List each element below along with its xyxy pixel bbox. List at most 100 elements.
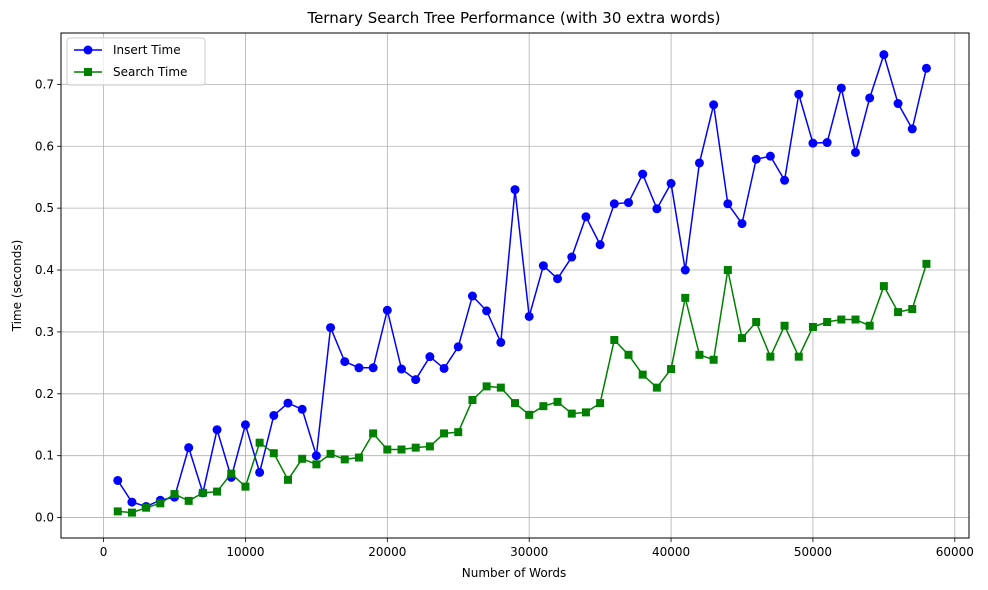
data-point — [538, 261, 548, 271]
data-point — [510, 185, 520, 195]
y-tick-label: 0.0 — [35, 511, 54, 525]
data-point — [326, 323, 336, 333]
series-line — [117, 263, 928, 514]
data-point — [652, 204, 662, 214]
series-line — [117, 53, 928, 508]
data-point — [595, 240, 605, 250]
y-axis: 0.0 0.1 0.2 0.3 0.4 0.5 0.6 0.7 — [35, 77, 61, 525]
data-point — [822, 138, 832, 148]
y-tick-label: 0.4 — [35, 263, 54, 277]
y-tick-label: 0.6 — [35, 139, 54, 153]
data-point — [723, 199, 733, 209]
legend-entry: Search Time — [74, 65, 187, 79]
data-point — [212, 425, 222, 435]
data-point — [454, 428, 463, 437]
legend-label: Search Time — [113, 65, 187, 79]
series-layer — [113, 50, 931, 517]
series-1 — [113, 50, 931, 511]
data-point — [680, 265, 690, 275]
data-point — [553, 397, 562, 406]
x-axis-label: Number of Words — [462, 566, 567, 580]
data-point — [794, 89, 804, 99]
data-point — [213, 487, 222, 496]
data-point — [439, 363, 449, 373]
data-point — [496, 337, 506, 347]
data-point — [681, 293, 690, 302]
legend-label: Insert Time — [113, 43, 181, 57]
data-point — [737, 219, 747, 229]
data-point — [638, 169, 648, 179]
data-point — [269, 449, 278, 458]
data-point — [894, 308, 903, 317]
data-point — [765, 151, 775, 161]
y-tick-label: 0.2 — [35, 387, 54, 401]
data-point — [823, 318, 832, 327]
data-point — [255, 467, 265, 477]
plot-frame — [60, 32, 970, 539]
y-tick-label: 0.7 — [35, 77, 54, 91]
data-point — [283, 398, 293, 408]
data-point — [524, 311, 534, 321]
data-point — [354, 363, 364, 373]
data-point — [539, 402, 548, 411]
data-point — [297, 404, 307, 414]
data-point — [311, 451, 321, 461]
data-point — [851, 315, 860, 324]
data-point — [709, 100, 719, 110]
y-tick-label: 0.5 — [35, 201, 54, 215]
data-point — [695, 350, 704, 359]
data-point — [865, 93, 875, 103]
data-point — [142, 503, 151, 512]
x-tick-label: 50000 — [794, 545, 832, 559]
data-point — [581, 408, 590, 417]
data-point — [468, 395, 477, 404]
data-point — [808, 322, 817, 331]
data-point — [794, 352, 803, 361]
chart-title: Ternary Search Tree Performance (with 30… — [306, 9, 720, 27]
x-tick-label: 20000 — [368, 545, 406, 559]
data-point — [156, 499, 165, 508]
data-point — [368, 363, 378, 373]
data-point — [837, 315, 846, 324]
data-point — [397, 445, 406, 454]
data-point — [667, 365, 676, 374]
data-point — [326, 449, 335, 458]
data-point — [553, 274, 563, 284]
data-point — [467, 291, 477, 301]
data-point — [738, 334, 746, 343]
data-point — [340, 357, 350, 367]
data-point — [752, 318, 761, 327]
data-point — [879, 282, 888, 291]
data-point — [666, 178, 676, 188]
data-point — [113, 507, 122, 516]
data-point — [709, 355, 718, 364]
data-point — [127, 497, 137, 507]
legend: Insert Time Search Time — [66, 37, 206, 86]
legend-marker — [84, 68, 92, 76]
x-axis: 0 10000 20000 30000 40000 50000 60000 — [100, 538, 974, 559]
data-point — [638, 370, 647, 379]
data-point — [198, 488, 207, 497]
data-point — [411, 443, 420, 452]
data-point — [284, 475, 292, 484]
data-point — [184, 496, 193, 505]
data-point — [269, 410, 279, 420]
y-tick-label: 0.1 — [35, 449, 54, 463]
data-point — [624, 350, 633, 359]
data-point — [127, 508, 136, 517]
data-point — [766, 352, 775, 361]
data-point — [851, 147, 860, 157]
data-point — [780, 321, 789, 330]
data-point — [907, 124, 917, 134]
data-point — [113, 475, 123, 485]
data-point — [382, 305, 392, 315]
data-point — [751, 154, 761, 164]
data-point — [780, 175, 790, 185]
data-point — [723, 266, 732, 275]
data-point — [241, 482, 250, 491]
data-point — [453, 342, 463, 352]
y-tick-label: 0.3 — [35, 325, 54, 339]
data-point — [922, 259, 931, 268]
legend-marker — [83, 45, 93, 55]
